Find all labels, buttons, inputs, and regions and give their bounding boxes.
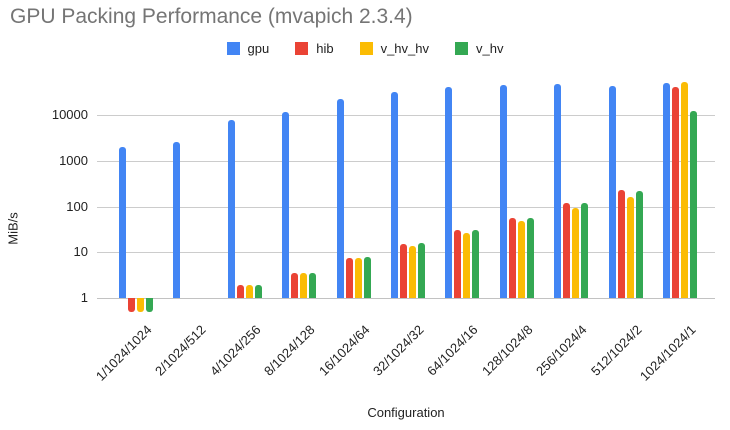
bar-hib[interactable] bbox=[454, 229, 462, 298]
bar-gpu[interactable] bbox=[282, 111, 290, 298]
x-axis-title: Configuration bbox=[367, 405, 445, 420]
y-tick-label: 10000 bbox=[51, 107, 88, 123]
gridline bbox=[97, 160, 715, 162]
legend-label: v_hv_hv bbox=[380, 41, 429, 56]
bar-v_hv[interactable] bbox=[418, 242, 425, 298]
bar-hib[interactable] bbox=[617, 190, 625, 298]
legend-label: gpu bbox=[247, 41, 270, 56]
bar-hib[interactable] bbox=[508, 217, 516, 298]
bar-gpu[interactable] bbox=[173, 141, 181, 298]
bar-hib[interactable] bbox=[672, 87, 679, 298]
legend-item-gpu: gpu bbox=[226, 41, 270, 56]
gridline bbox=[97, 298, 715, 299]
bar-gpu[interactable] bbox=[608, 86, 616, 298]
plot-area bbox=[97, 75, 715, 313]
bar-hib[interactable] bbox=[128, 298, 135, 312]
gridline bbox=[97, 115, 715, 117]
bar-hib[interactable] bbox=[345, 258, 353, 298]
y-tick-label: 1000 bbox=[59, 152, 88, 168]
bar-v_hv[interactable] bbox=[254, 285, 262, 298]
bar-gpu[interactable] bbox=[663, 83, 670, 298]
bar-v_hv_hv[interactable] bbox=[572, 207, 580, 298]
bar-gpu[interactable] bbox=[391, 91, 398, 298]
bar-v_hv_hv[interactable] bbox=[300, 272, 308, 298]
bar-v_hv[interactable] bbox=[146, 298, 153, 312]
bar-v_hv[interactable] bbox=[472, 230, 480, 298]
bar-v_hv_hv[interactable] bbox=[517, 221, 525, 298]
bar-v_hv_hv[interactable] bbox=[626, 197, 634, 298]
bar-v_hv[interactable] bbox=[309, 272, 317, 298]
bar-v_hv_hv[interactable] bbox=[463, 233, 471, 298]
gridline bbox=[97, 206, 715, 208]
bar-v_hv[interactable] bbox=[526, 217, 534, 298]
bar-v_hv_hv[interactable] bbox=[354, 258, 362, 298]
bar-hib[interactable] bbox=[563, 203, 571, 298]
chart-title: GPU Packing Performance (mvapich 2.3.4) bbox=[10, 5, 413, 28]
y-tick-label: 1 bbox=[80, 290, 88, 305]
bar-hib[interactable] bbox=[291, 272, 299, 298]
legend-label: hib bbox=[316, 41, 334, 56]
y-tick-label: 100 bbox=[66, 198, 88, 214]
legend-item-hib: hib bbox=[295, 41, 334, 56]
legend-swatch-hib bbox=[295, 42, 309, 55]
legend-swatch-v_hv bbox=[455, 42, 468, 55]
bar-gpu[interactable] bbox=[554, 84, 562, 298]
bar-gpu[interactable] bbox=[336, 98, 344, 298]
y-tick-label: 10 bbox=[73, 244, 88, 260]
y-axis-title: MiB/s bbox=[5, 212, 21, 245]
legend-swatch-gpu bbox=[226, 42, 240, 55]
legend-label: v_hv bbox=[476, 41, 504, 56]
bar-hib[interactable] bbox=[400, 244, 407, 298]
bar-gpu[interactable] bbox=[119, 147, 126, 298]
bar-gpu[interactable] bbox=[227, 119, 235, 298]
bar-v_hv_hv[interactable] bbox=[137, 298, 144, 312]
bar-v_hv_hv[interactable] bbox=[245, 285, 253, 298]
bar-v_hv[interactable] bbox=[581, 203, 589, 298]
bar-v_hv_hv[interactable] bbox=[681, 82, 688, 298]
bar-v_hv_hv[interactable] bbox=[409, 245, 416, 298]
legend-item-v_hv: v_hv bbox=[455, 41, 503, 56]
chart-legend: gpu hib v_hv_hv v_hv bbox=[0, 41, 730, 56]
bar-v_hv[interactable] bbox=[635, 190, 643, 298]
legend-swatch-v_hv_hv bbox=[359, 42, 373, 55]
legend-item-v_hv_hv: v_hv_hv bbox=[359, 41, 429, 56]
bar-gpu[interactable] bbox=[445, 87, 453, 298]
bar-v_hv[interactable] bbox=[690, 110, 697, 298]
bar-hib[interactable] bbox=[236, 285, 244, 298]
bar-v_hv[interactable] bbox=[363, 256, 371, 298]
bar-gpu[interactable] bbox=[499, 85, 507, 298]
